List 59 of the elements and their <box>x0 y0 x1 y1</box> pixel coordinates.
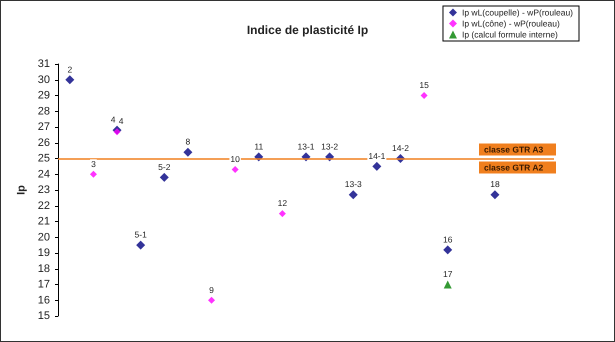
y-tick-label: 18 <box>38 262 50 275</box>
legend-label: Ip (calcul formule interne) <box>462 30 558 40</box>
point <box>278 210 286 218</box>
annotation: 8 <box>186 136 191 147</box>
point <box>372 162 382 171</box>
annotation: 14-2 <box>392 143 410 153</box>
point <box>443 245 452 254</box>
y-tick-label: 25 <box>38 152 50 164</box>
legend-label: Ip wL(cône) - wP(rouleau) <box>462 18 560 28</box>
y-tick-label: 16 <box>38 294 50 306</box>
point <box>420 92 428 99</box>
y-axis-title: Ip <box>15 184 28 195</box>
annotation: 17 <box>442 269 453 279</box>
annotation: 15 <box>419 80 430 90</box>
point <box>208 296 216 304</box>
point <box>160 172 169 182</box>
annotation: 14-1 <box>368 150 386 161</box>
annotation: 18 <box>490 179 500 190</box>
y-tick-label: 29 <box>38 90 50 102</box>
annotation: 13-1 <box>297 141 315 152</box>
y-tick-label: 22 <box>38 200 50 212</box>
annotation: 4 <box>110 114 116 125</box>
y-tick-label: 19 <box>38 247 50 259</box>
annotation: 4 <box>118 116 124 126</box>
annotation: 13-2 <box>321 141 338 152</box>
point <box>232 166 239 174</box>
point <box>183 148 192 157</box>
point <box>490 190 500 200</box>
y-tick-label: 31 <box>38 58 50 70</box>
point <box>65 75 74 84</box>
point <box>136 240 146 250</box>
annotation: classe GTR A3 <box>484 144 544 154</box>
annotation: 11 <box>254 141 264 152</box>
chart-title: Indice de plasticité Ip <box>246 23 368 37</box>
y-tick-label: 30 <box>38 74 50 86</box>
y-tick-label: 24 <box>38 168 50 180</box>
legend-label: Ip wL(coupelle) - wP(rouleau) <box>462 8 574 18</box>
annotation: classe GTR A2 <box>484 162 544 172</box>
point <box>444 280 452 288</box>
y-tick-label: 21 <box>38 216 50 228</box>
annotation: 9 <box>209 284 214 295</box>
annotation: 16 <box>442 234 453 244</box>
y-tick-label: 26 <box>38 136 50 149</box>
y-tick-label: 27 <box>38 121 50 133</box>
point <box>90 170 97 178</box>
annotation: 10 <box>230 154 240 164</box>
annotation: 5-1 <box>134 230 148 240</box>
annotation: 2 <box>67 64 72 74</box>
annotation: 12 <box>278 198 288 208</box>
annotation: 5-2 <box>158 162 171 172</box>
y-tick-label: 28 <box>38 105 50 118</box>
point <box>114 128 121 136</box>
annotation: 13-3 <box>344 179 362 190</box>
point <box>348 190 358 200</box>
y-tick-label: 20 <box>38 231 50 244</box>
y-tick-label: 23 <box>38 184 50 196</box>
y-tick-label: 15 <box>38 310 50 322</box>
y-tick-label: 17 <box>38 278 50 290</box>
annotation: 3 <box>91 158 96 169</box>
